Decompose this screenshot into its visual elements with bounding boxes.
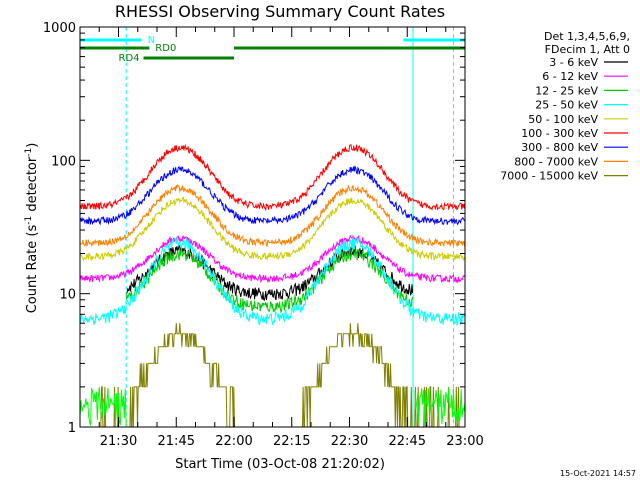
- y-label-part1: Count Rate (s: [25, 225, 40, 314]
- legend-label-1: 6 - 12 keV: [542, 70, 598, 83]
- plot-frame: [79, 26, 466, 428]
- x-tick-label-5: 22:45: [389, 434, 426, 449]
- legend-label-4: 50 - 100 keV: [528, 113, 598, 126]
- x-axis-label: Start Time (03-Oct-08 21:20:02): [175, 457, 385, 472]
- series-line-5: [79, 143, 466, 212]
- series-line-7: [79, 183, 466, 248]
- series-line-4: [79, 196, 466, 262]
- render-timestamp: 15-Oct-2021 14:57: [560, 469, 636, 478]
- y-tick-label-1: 10: [59, 288, 76, 303]
- y-label-part3: ): [25, 143, 40, 148]
- legend-header-1: FDecim 1, Att 0: [545, 43, 630, 56]
- flag-label-2: RD4: [119, 53, 140, 64]
- series-line-6: [79, 165, 466, 226]
- legend-label-5: 100 - 300 keV: [521, 127, 598, 140]
- axes: 1 10 100 1000 21:30 21:45 22:00 22:15 22:30 22:45…: [43, 21, 484, 449]
- flag-label-0: N: [148, 35, 155, 46]
- flag-label-1: RD0: [155, 43, 176, 54]
- legend-label-7: 800 - 7000 keV: [514, 155, 598, 168]
- noise-block-1: [414, 387, 466, 425]
- plot-data: [79, 27, 466, 428]
- legend-header-0: Det 1,3,4,5,6,9,: [544, 30, 630, 43]
- y-label-sup2: -1: [24, 148, 34, 157]
- x-tick-label-0: 21:30: [100, 434, 137, 449]
- noise-block-0: [79, 387, 127, 427]
- y-axis-label: Count Rate (s-1 detector-1): [24, 143, 40, 314]
- legend-label-0: 3 - 6 keV: [549, 56, 598, 69]
- y-tick-label-0: 1: [68, 421, 76, 436]
- x-tick-label-1: 21:45: [158, 434, 195, 449]
- chart-title: RHESSI Observing Summary Count Rates: [115, 2, 445, 21]
- y-tick-label-3: 1000: [43, 21, 76, 36]
- legend-label-6: 300 - 800 keV: [521, 141, 598, 154]
- series-line-2: [125, 247, 414, 314]
- y-label-part2: detector: [25, 156, 40, 216]
- series-line-3: [79, 237, 466, 327]
- y-tick-label-2: 100: [51, 154, 76, 169]
- y-label-sup1: -1: [24, 216, 34, 225]
- x-tick-label-6: 23:00: [446, 434, 483, 449]
- x-tick-label-2: 22:00: [215, 434, 252, 449]
- legend-label-3: 25 - 50 keV: [535, 99, 598, 112]
- x-tick-label-3: 22:15: [273, 434, 310, 449]
- legend-label-8: 7000 - 15000 keV: [500, 170, 598, 183]
- series-line-8: [80, 323, 465, 428]
- x-tick-label-4: 22:30: [331, 434, 368, 449]
- series-line-1: [79, 234, 466, 284]
- legend: Det 1,3,4,5,6,9,FDecim 1, Att 03 - 6 keV…: [500, 30, 630, 183]
- legend-label-2: 12 - 25 keV: [535, 84, 598, 97]
